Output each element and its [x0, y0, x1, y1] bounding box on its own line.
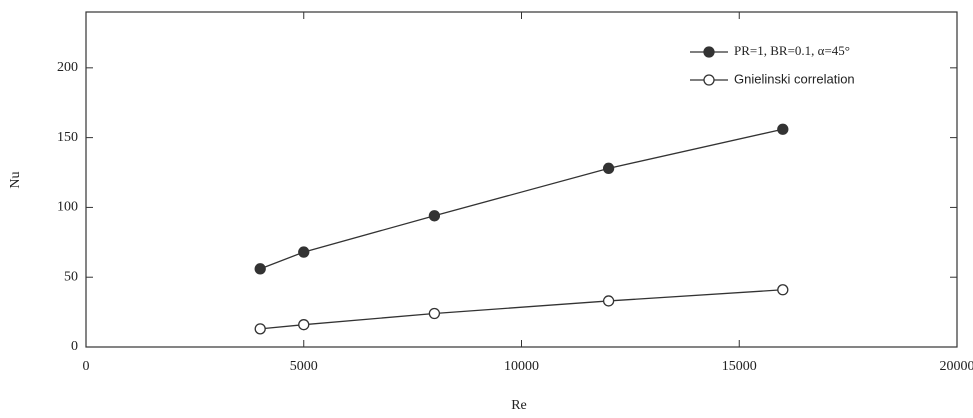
- x-tick-label: 5000: [290, 359, 318, 374]
- data-point: [428, 210, 441, 222]
- series-line: [259, 128, 783, 270]
- plot-frame: [85, 11, 958, 348]
- data-point: [428, 307, 441, 320]
- x-axis-label: Re: [511, 398, 527, 413]
- x-tick-label: 0: [83, 359, 90, 374]
- data-point: [298, 246, 310, 258]
- legend-marker: [703, 74, 715, 86]
- data-point: [254, 263, 266, 275]
- data-point: [254, 323, 266, 335]
- y-tick-label: 0: [71, 339, 78, 354]
- legend-label: PR=1, BR=0.1, α=45°: [734, 43, 850, 58]
- data-point: [602, 162, 615, 174]
- x-tick-label: 15000: [722, 359, 757, 374]
- y-tick-label: 50: [64, 269, 78, 284]
- data-point: [298, 319, 310, 331]
- legend-label: Gnielinski correlation: [734, 71, 855, 86]
- y-axis-label: Nu: [8, 171, 23, 188]
- x-tick-label: 20000: [940, 359, 973, 374]
- legend-marker: [703, 46, 715, 58]
- data-point: [777, 123, 789, 135]
- data-point: [777, 284, 789, 296]
- y-tick-label: 150: [57, 130, 78, 145]
- data-point: [602, 295, 615, 307]
- y-tick-label: 200: [57, 60, 78, 75]
- x-tick-label: 10000: [504, 359, 539, 374]
- y-tick-label: 100: [57, 200, 78, 215]
- series-line: [260, 289, 783, 330]
